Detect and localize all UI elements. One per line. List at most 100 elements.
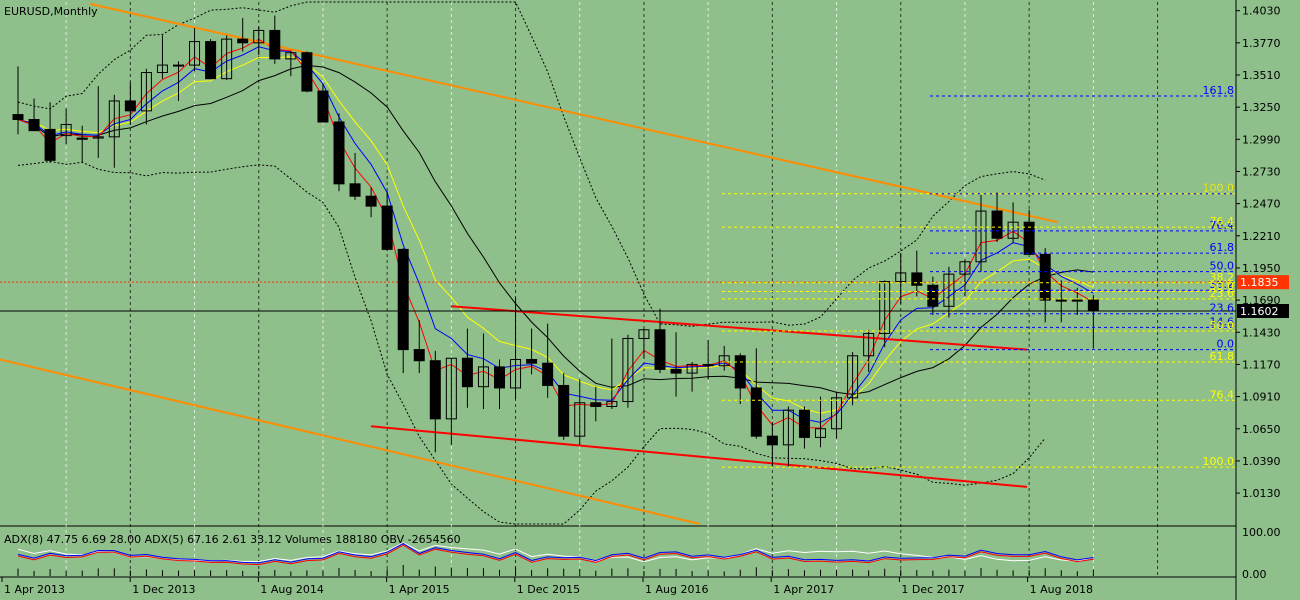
red-channel-upper <box>450 305 1028 351</box>
orange-trendline-upper <box>89 2 1059 224</box>
candle <box>461 328 473 408</box>
price-tick-label: 1.1430 <box>1242 326 1281 339</box>
candle-body <box>413 349 425 362</box>
indicator-red-line <box>17 544 1094 566</box>
candle <box>301 51 313 93</box>
candle-body <box>365 195 377 207</box>
candle <box>847 352 859 406</box>
fibo-yellow-level-label: 61.8 <box>1210 350 1235 363</box>
candle-body <box>638 329 650 339</box>
candle-body <box>895 272 907 283</box>
candle <box>381 191 393 251</box>
candle <box>317 83 329 123</box>
candle <box>574 379 586 445</box>
candle-body <box>445 357 457 420</box>
candle-body <box>1007 221 1019 239</box>
candle-body <box>702 363 714 367</box>
candle <box>718 345 730 371</box>
candle <box>702 339 714 380</box>
candle-body <box>879 281 891 335</box>
candle <box>445 357 457 445</box>
candle-body <box>253 29 265 44</box>
candle-body <box>349 183 361 197</box>
candle <box>205 39 217 80</box>
fibo-yellow-level-label: 100.0 <box>1203 182 1235 195</box>
candle <box>221 35 233 80</box>
candle-body <box>863 333 875 357</box>
candle-body <box>959 261 971 275</box>
candle-body <box>333 121 345 185</box>
candle <box>638 328 650 359</box>
price-tick-label: 1.0650 <box>1242 423 1281 436</box>
candle <box>510 297 522 400</box>
candle <box>140 68 152 125</box>
time-tick-label: 1 Dec 2013 <box>132 583 195 596</box>
price-tick-label: 1.2730 <box>1242 165 1281 178</box>
candle <box>1023 209 1035 255</box>
candle-body <box>76 137 88 140</box>
candle-body <box>975 210 987 263</box>
candle-body <box>92 136 104 139</box>
red-channel-lower <box>370 425 1028 488</box>
candle <box>173 61 184 101</box>
candle <box>44 102 56 163</box>
candle <box>494 359 505 409</box>
fibo-blue-level-label: 50.0 <box>1210 260 1235 273</box>
time-tick-label: 1 Aug 2016 <box>645 583 708 596</box>
price-tick-label: 1.3770 <box>1242 37 1281 50</box>
fibo-blue-level-label: 61.8 <box>1210 241 1235 254</box>
candle <box>670 332 682 397</box>
candle <box>526 328 538 375</box>
time-axis: 1 Apr 2013 1 Dec 2013 1 Aug 2014 1 Apr 2015… <box>1 577 1093 596</box>
time-tick-label: 1 Apr 2017 <box>773 583 834 596</box>
time-tick-label: 1 Apr 2015 <box>389 583 450 596</box>
candle <box>429 350 441 453</box>
indicator-panel: ADX(8) 47.75 6.69 28.00 ADX(5) 67.16 2.6… <box>4 526 1281 581</box>
candle-body <box>189 41 201 66</box>
candle-body <box>429 360 441 420</box>
candle-body <box>1055 299 1067 302</box>
candle <box>237 18 249 52</box>
fibo-yellow-level-label: 100.0 <box>1203 455 1235 468</box>
candle-body <box>477 366 489 388</box>
fibo-yellow-level-label: 76.4 <box>1210 215 1235 228</box>
candle <box>911 250 923 297</box>
candle <box>76 125 88 163</box>
candle-body <box>317 90 329 123</box>
candle <box>333 113 345 192</box>
fibo-yellow-level-label: 23.6 <box>1210 287 1235 300</box>
price-tick-label: 1.2470 <box>1242 198 1281 211</box>
candle <box>542 323 554 398</box>
candle <box>108 94 120 168</box>
ask-price-tag-bg <box>1237 275 1289 290</box>
candle <box>590 386 602 422</box>
price-tick-label: 1.2210 <box>1242 230 1281 243</box>
price-tick-label: 1.1690 <box>1242 294 1281 307</box>
candle-body <box>815 428 826 438</box>
candle-body <box>574 402 586 437</box>
candle-body <box>831 397 843 430</box>
candle-body <box>798 409 810 438</box>
price-tick-label: 1.1170 <box>1242 358 1281 371</box>
candle-body <box>124 100 136 112</box>
candle <box>1071 287 1083 315</box>
fibo-yellow-level-label: 76.4 <box>1210 388 1235 401</box>
fibo-levels: 161.8100.076.461.850.038.223.614.60.0100… <box>722 84 1236 468</box>
candle <box>92 86 104 158</box>
candle-body <box>911 272 923 286</box>
candle-body <box>927 284 939 307</box>
candle <box>863 329 875 372</box>
candle-body <box>140 72 152 112</box>
candle-body <box>670 368 682 374</box>
candle-body <box>622 337 634 403</box>
candle-body <box>12 114 24 121</box>
candle-body <box>28 119 40 132</box>
candle <box>622 334 634 408</box>
price-tick-label: 1.0130 <box>1242 487 1281 500</box>
candle <box>349 152 361 200</box>
current-price-tag-bg <box>1237 303 1289 318</box>
candle-body <box>60 123 72 137</box>
fibo-yellow-level-label: 50.0 <box>1210 319 1235 332</box>
